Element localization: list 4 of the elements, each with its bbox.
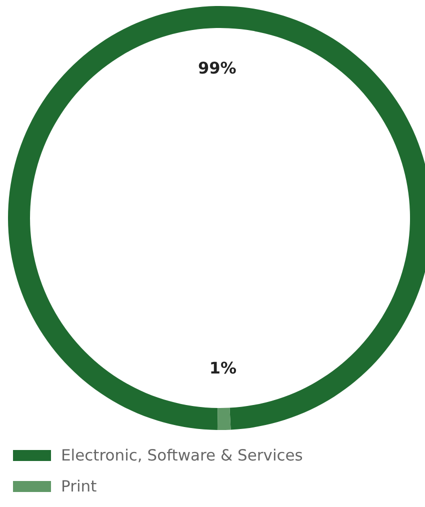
legend-label: Electronic, Software & Services [61,446,303,464]
data-label: 99% [198,58,236,78]
data-label: 1% [209,358,236,378]
legend-label: Print [61,477,97,496]
